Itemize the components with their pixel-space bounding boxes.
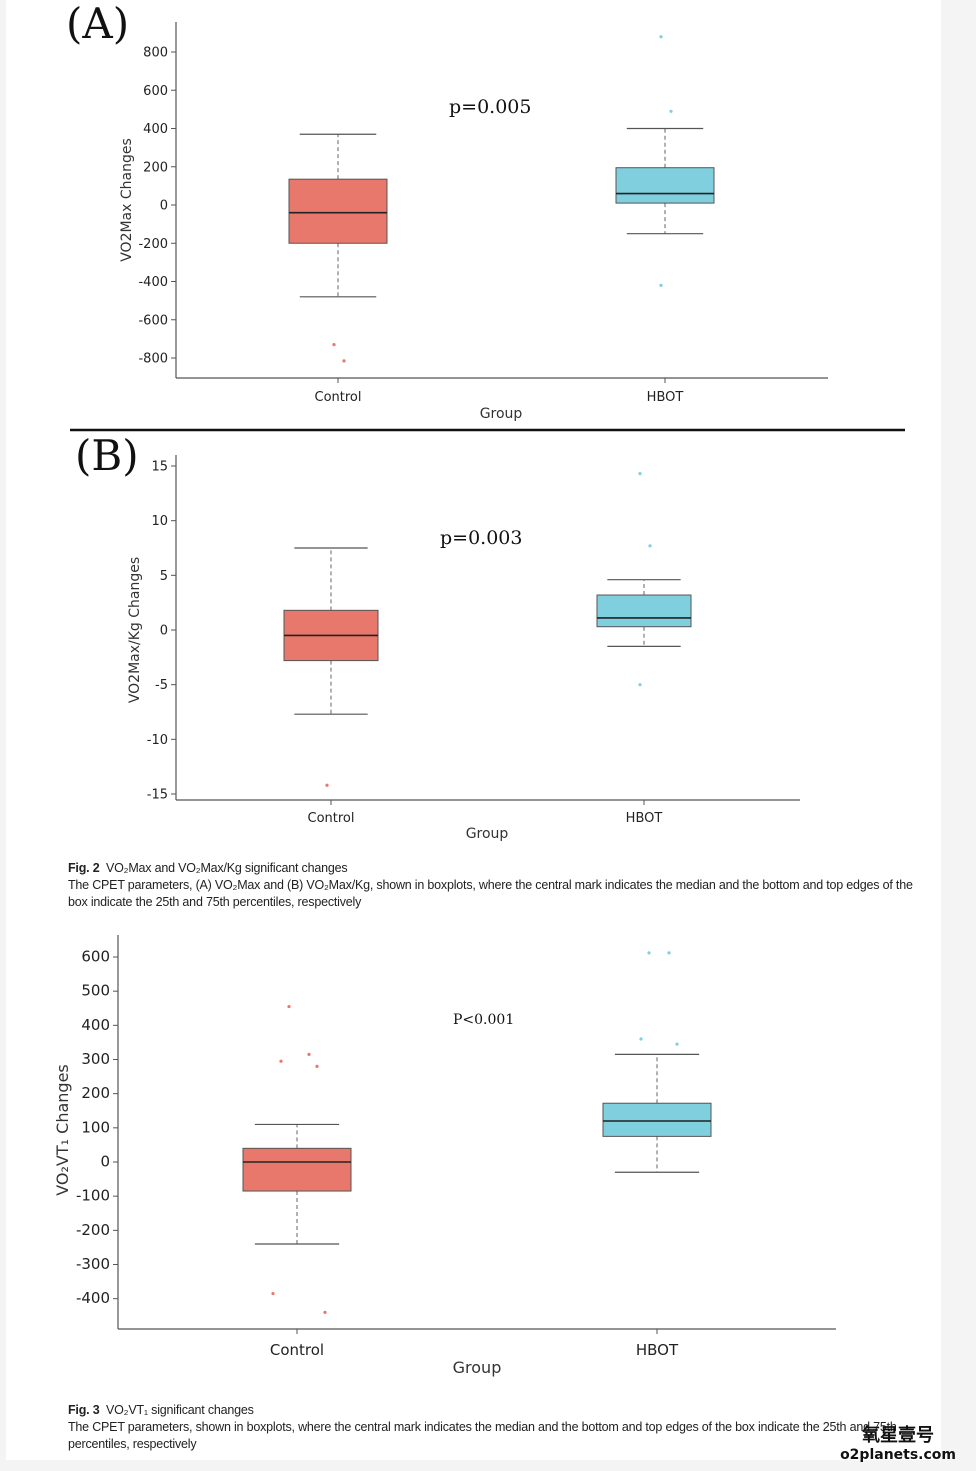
y-tick-label: -800 bbox=[138, 352, 168, 367]
outlier-point bbox=[669, 109, 673, 113]
x-axis-label: Group bbox=[453, 1358, 502, 1377]
fig3-label: Fig. 3 bbox=[68, 1403, 100, 1417]
fig2-caption: Fig. 2 VO₂Max and VO₂Max/Kg significant … bbox=[68, 860, 928, 911]
fig2-title: VO₂Max and VO₂Max/Kg significant changes bbox=[106, 861, 348, 875]
outlier-point bbox=[659, 283, 663, 287]
y-tick-label: -5 bbox=[155, 678, 168, 693]
y-tick-label: 200 bbox=[81, 1084, 110, 1102]
iqr-box bbox=[602, 1102, 712, 1137]
outlier-point bbox=[279, 1059, 283, 1063]
y-tick-label: 0 bbox=[160, 199, 168, 214]
y-axis-label: VO₂VT₁ Changes bbox=[53, 1064, 72, 1195]
watermark-line2: o2planets.com bbox=[840, 1447, 956, 1463]
x-tick-label: HBOT bbox=[636, 1341, 679, 1359]
y-axis-label: VO2Max Changes bbox=[119, 138, 135, 262]
y-tick-label: 600 bbox=[81, 948, 110, 966]
y-tick-label: 100 bbox=[81, 1118, 110, 1136]
y-tick-label: 500 bbox=[81, 982, 110, 1000]
fig2-body: The CPET parameters, (A) VO₂Max and (B) … bbox=[68, 878, 913, 909]
x-tick-label: Control bbox=[315, 390, 362, 405]
outlier-point bbox=[675, 1042, 679, 1046]
y-tick-label: 200 bbox=[143, 160, 168, 175]
iqr-box bbox=[242, 1147, 352, 1192]
p-value-annotation: P<0.001 bbox=[453, 1012, 514, 1028]
outlier-point bbox=[667, 951, 671, 955]
y-tick-label: 400 bbox=[143, 122, 168, 137]
y-tick-label: -100 bbox=[76, 1187, 110, 1205]
y-tick-label: 0 bbox=[100, 1153, 110, 1171]
outlier-point bbox=[638, 472, 642, 476]
outlier-point bbox=[323, 1310, 327, 1314]
y-tick-label: 600 bbox=[143, 84, 168, 99]
box-control bbox=[283, 547, 379, 787]
chart-panel-3: 600 500 400 300 200 100 0 -100 -200 -300 -400 VO₂VT… bbox=[53, 935, 836, 1377]
watermark: 氧星壹号 o2planets.com bbox=[840, 1421, 956, 1463]
outlier-point bbox=[342, 359, 346, 363]
outlier-point bbox=[271, 1291, 275, 1296]
y-tick-label: -200 bbox=[138, 237, 168, 252]
fig3-caption: Fig. 3 VO₂VT₁ significant changes The CP… bbox=[68, 1402, 928, 1453]
x-axis-label: Group bbox=[466, 826, 509, 842]
x-tick-label: HBOT bbox=[626, 811, 663, 826]
outlier-point bbox=[659, 35, 663, 39]
p-value-annotation: p=0.005 bbox=[449, 96, 531, 118]
box-hbot bbox=[602, 951, 712, 1173]
outlier-point bbox=[639, 1037, 643, 1041]
y-tick-label: 300 bbox=[81, 1050, 110, 1068]
y-tick-label: 10 bbox=[151, 514, 168, 529]
y-tick-label: -300 bbox=[76, 1255, 110, 1273]
y-axis-label: VO2Max/Kg Changes bbox=[127, 557, 143, 703]
fig3-title: VO₂VT₁ significant changes bbox=[106, 1403, 254, 1417]
chart-panel-1: 800 600 400 200 0 -200 -400 -600 -800 VO2Max Chan… bbox=[66, 0, 828, 422]
y-tick-label: 5 bbox=[160, 569, 168, 584]
iqr-box bbox=[288, 178, 388, 244]
charts-canvas: 800 600 400 200 0 -200 -400 -600 -800 VO2Max Chan… bbox=[53, 0, 905, 1377]
y-tick-label: -600 bbox=[138, 313, 168, 328]
outlier-point bbox=[648, 544, 652, 548]
y-tick-label: 15 bbox=[151, 460, 168, 475]
outlier-point bbox=[307, 1052, 311, 1056]
y-tick-label: -400 bbox=[138, 275, 168, 290]
x-tick-label: Control bbox=[308, 811, 355, 826]
box-hbot bbox=[596, 472, 692, 687]
outlier-point bbox=[647, 951, 651, 955]
panel-letter: (B) bbox=[75, 431, 139, 480]
x-axis-label: Group bbox=[480, 406, 523, 422]
box-control bbox=[288, 133, 388, 363]
panel-letter: (A) bbox=[66, 0, 129, 48]
iqr-box bbox=[615, 167, 715, 204]
y-tick-label: 400 bbox=[81, 1016, 110, 1034]
outlier-point bbox=[332, 343, 336, 347]
fig3-body: The CPET parameters, shown in boxplots, … bbox=[68, 1420, 897, 1451]
watermark-line1: 氧星壹号 bbox=[862, 1425, 935, 1446]
x-tick-label: Control bbox=[270, 1341, 324, 1359]
box-control bbox=[242, 1004, 352, 1314]
iqr-box bbox=[596, 594, 692, 628]
y-tick-label: -400 bbox=[76, 1289, 110, 1307]
y-tick-label: -10 bbox=[147, 733, 168, 748]
outlier-point bbox=[287, 1004, 291, 1009]
y-tick-label: 0 bbox=[160, 624, 168, 639]
x-tick-label: HBOT bbox=[647, 390, 684, 405]
y-tick-label: -15 bbox=[147, 788, 168, 803]
fig2-label: Fig. 2 bbox=[68, 861, 100, 875]
box-hbot bbox=[615, 35, 715, 287]
outlier-point bbox=[638, 683, 642, 687]
y-tick-label: -200 bbox=[76, 1221, 110, 1239]
p-value-annotation: p=0.003 bbox=[440, 527, 522, 549]
outlier-point bbox=[315, 1064, 319, 1068]
y-tick-label: 800 bbox=[143, 46, 168, 61]
outlier-point bbox=[325, 783, 329, 787]
page: 800 600 400 200 0 -200 -400 -600 -800 VO2Max Chan… bbox=[6, 0, 941, 1460]
chart-panel-2: 15 10 5 0 -5 -10 -15 VO2Max/Kg Changes Control HB… bbox=[75, 431, 800, 842]
